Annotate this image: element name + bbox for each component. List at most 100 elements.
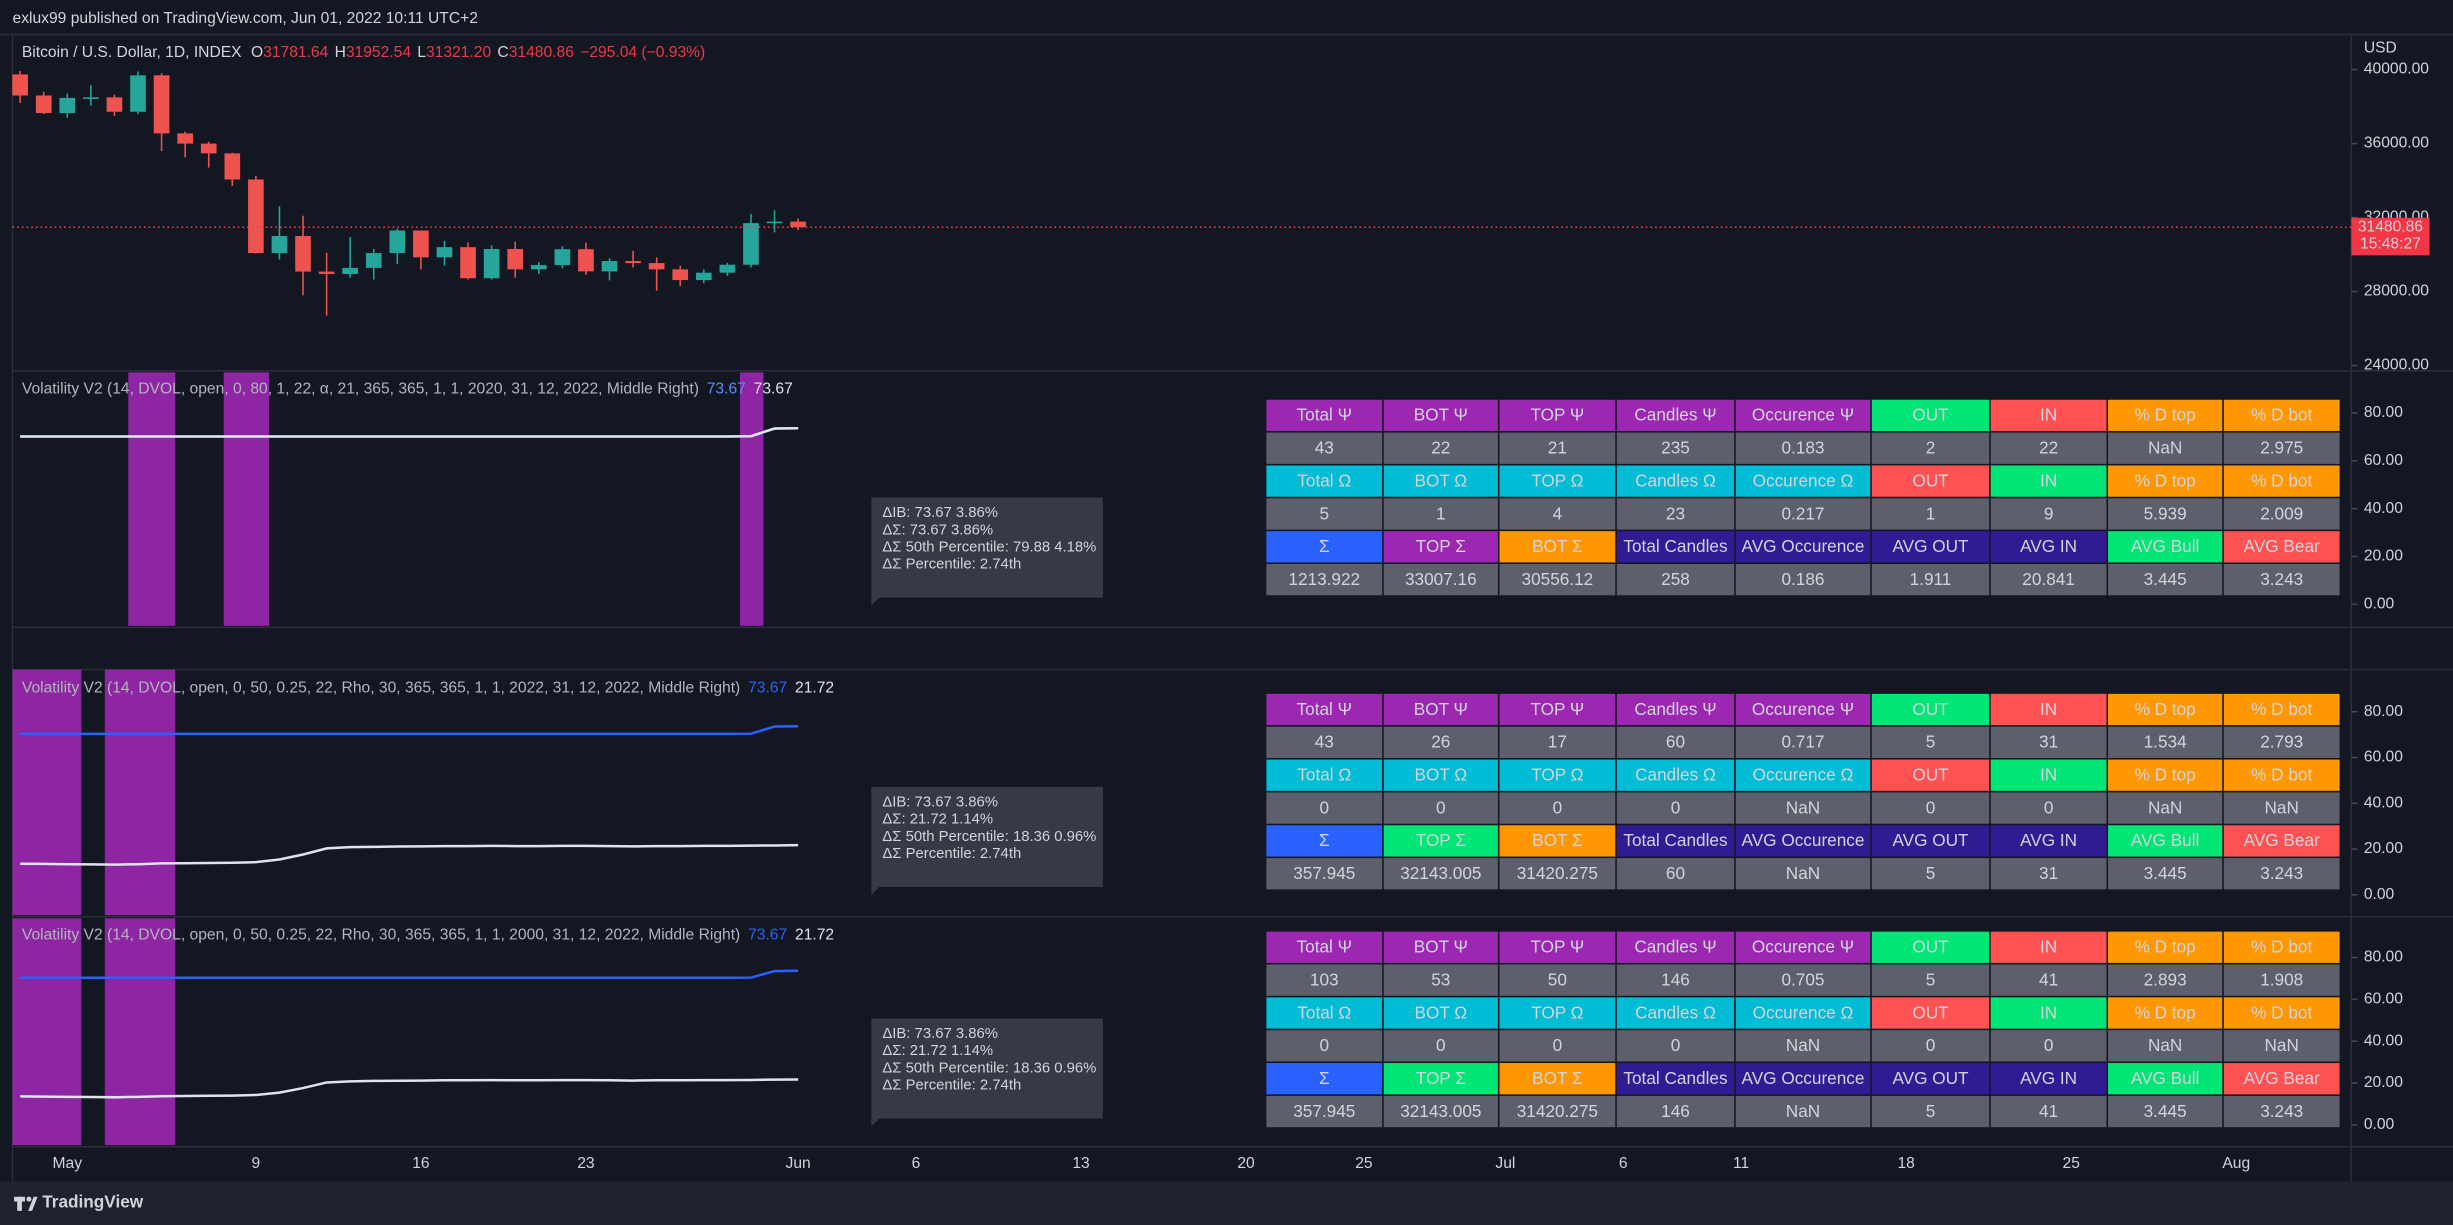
indicator-legend: Volatility V2 (14, DVOL, open, 0, 50, 0.… [22, 679, 834, 696]
table-cell-text: IN [2040, 470, 2057, 490]
table-cell-text: 1213.922 [1288, 569, 1360, 589]
table-cell-text: NaN [1786, 1101, 1820, 1121]
table-cell-text: 0 [1671, 1035, 1681, 1055]
table-cell [1499, 1030, 1616, 1062]
table-cell-text: 41 [2039, 969, 2058, 989]
table-cell [1266, 693, 1383, 726]
table-cell [1990, 1030, 2107, 1062]
y-tick-label: 60.00 [2364, 452, 2403, 469]
table-cell-text: Candles Ω [1635, 470, 1716, 490]
table-cell-text: 0.705 [1781, 969, 1824, 989]
table-cell-text: 0 [2044, 1035, 2054, 1055]
candle-body [743, 223, 759, 265]
y-tick-label: 20.00 [2364, 840, 2403, 857]
table-cell [1383, 432, 1498, 464]
table-cell [2223, 825, 2340, 857]
table-cell [1266, 997, 1383, 1029]
table-cell-text: NaN [2148, 797, 2182, 817]
table-cell [1499, 964, 1616, 996]
table-cell [2108, 792, 2223, 824]
table-cell-text: Occurence Ω [1753, 765, 1854, 785]
indicator-value: 21.72 [795, 679, 834, 696]
table-cell-text: 31420.275 [1517, 863, 1598, 883]
table-cell-text: 235 [1661, 438, 1690, 458]
table-cell [1871, 1063, 1990, 1095]
table-cell [1616, 564, 1735, 596]
table-cell-text: % D top [2135, 1002, 2196, 1022]
table-cell [1383, 931, 1498, 963]
table-cell [1990, 498, 2107, 530]
table-cell [2223, 792, 2340, 824]
table-cell [1616, 531, 1735, 563]
candle-body [766, 221, 783, 224]
table-cell-text: 5 [1926, 1101, 1936, 1121]
table-cell-text: AVG Bull [2131, 536, 2199, 556]
table-cell [2223, 726, 2340, 758]
table-cell [2223, 858, 2340, 890]
table-cell-text: 103 [1310, 969, 1339, 989]
table-cell-text: % D top [2135, 405, 2196, 425]
footer-bar [0, 1181, 2453, 1225]
table-cell-text: 3.243 [2260, 1101, 2303, 1121]
table-cell-text: TOP Σ [1416, 830, 1466, 850]
table-cell [2108, 399, 2223, 432]
symbol-title: Bitcoin / U.S. Dollar, 1D, INDEX [22, 44, 242, 61]
table-cell-text: 146 [1661, 969, 1690, 989]
signal-highlight [104, 669, 176, 916]
indicator-line [20, 426, 799, 438]
candle-body [130, 75, 146, 112]
table-cell [1735, 997, 1871, 1029]
table-cell-text: 30556.12 [1522, 569, 1594, 589]
candle-body [200, 143, 217, 154]
table-cell-text: Occurence Ψ [1752, 405, 1854, 425]
candle-body [672, 269, 689, 281]
table-cell-text: BOT Ψ [1414, 699, 1468, 719]
signal-highlight [128, 372, 176, 626]
table-cell [1266, 531, 1383, 563]
table-cell-text: OUT [1912, 765, 1949, 785]
table-cell-text: % D top [2135, 699, 2196, 719]
indicator-value: 73.67 [707, 381, 746, 398]
table-cell [1499, 825, 1616, 857]
table-cell-text: 0.183 [1781, 438, 1824, 458]
x-tick-label: 25 [2063, 1155, 2081, 1172]
candle-body [271, 236, 288, 254]
table-cell-text: 5 [1926, 969, 1936, 989]
table-cell [1383, 997, 1498, 1029]
table-cell [2108, 465, 2223, 497]
table-cell-text: 0 [1926, 1035, 1936, 1055]
table-cell [2223, 1063, 2340, 1095]
table-cell [1499, 399, 1616, 432]
table-cell [2223, 432, 2340, 464]
table-cell-text: NaN [2148, 1035, 2182, 1055]
logo-part [28, 1196, 38, 1211]
table-cell [1871, 432, 1990, 464]
table-cell-text: 33007.16 [1405, 569, 1477, 589]
table-cell-text: IN [2040, 405, 2057, 425]
table-cell [2108, 1063, 2223, 1095]
table-cell [1990, 1063, 2107, 1095]
y-tick-label: 80.00 [2364, 949, 2403, 966]
ohlc-key: H [335, 44, 346, 61]
tooltip-line: ΔΣ 50th Percentile: 18.36 0.96% [882, 829, 1096, 845]
table-cell [1383, 564, 1498, 596]
candle-body [177, 133, 193, 144]
table-cell [1990, 1095, 2107, 1128]
legend: Bitcoin / U.S. Dollar, 1D, INDEX O31781.6… [22, 44, 705, 61]
table-cell [1499, 693, 1616, 726]
candle-body [507, 249, 524, 270]
indicator-line [20, 724, 799, 736]
table-cell-text: IN [2040, 765, 2057, 785]
table-cell [1383, 693, 1498, 726]
table-cell-text: IN [2040, 1002, 2057, 1022]
table-cell [1499, 931, 1616, 963]
table-cell-text: 2.893 [2144, 969, 2187, 989]
table-cell-text: 2.793 [2260, 732, 2303, 752]
table-cell [1871, 858, 1990, 890]
table-cell [1990, 964, 2107, 996]
table-cell [1499, 465, 1616, 497]
table-cell-text: 26 [1431, 732, 1450, 752]
table-cell [1871, 564, 1990, 596]
y-tick-label: 28000.00 [2364, 283, 2429, 300]
